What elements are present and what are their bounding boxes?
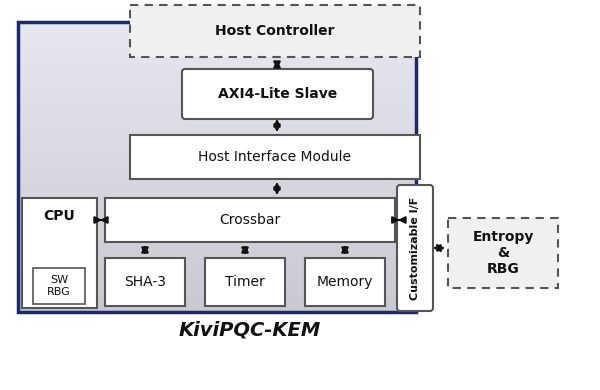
Text: SHA-3: SHA-3 (124, 275, 166, 289)
Text: Entropy
&
RBG: Entropy & RBG (472, 230, 533, 276)
Bar (18, 254, 416, 268)
Text: Timer: Timer (225, 275, 265, 289)
Text: KiviPQC-KEM: KiviPQC-KEM (179, 321, 321, 340)
Text: Crossbar: Crossbar (220, 213, 281, 227)
Bar (18, 22, 416, 37)
Text: Customizable I/F: Customizable I/F (410, 197, 420, 300)
Bar (18, 167, 416, 181)
Bar (22, 198, 97, 308)
Bar (18, 239, 416, 254)
Bar (305, 258, 385, 306)
Bar (18, 22, 416, 312)
Bar (18, 196, 416, 211)
Bar (18, 109, 416, 124)
Bar (130, 135, 420, 179)
Bar (18, 211, 416, 225)
Bar (18, 298, 416, 312)
Bar (18, 181, 416, 196)
Bar (18, 94, 416, 109)
FancyBboxPatch shape (182, 69, 373, 119)
Bar (18, 66, 416, 80)
Bar (205, 258, 285, 306)
Bar (18, 268, 416, 283)
Text: Memory: Memory (317, 275, 373, 289)
Bar (18, 51, 416, 66)
Text: AXI4-Lite Slave: AXI4-Lite Slave (218, 87, 337, 101)
Text: CPU: CPU (44, 209, 76, 223)
Bar (18, 124, 416, 138)
Bar (18, 152, 416, 167)
Bar (448, 218, 558, 288)
Bar (33, 268, 85, 304)
Bar (130, 5, 420, 57)
Bar (105, 258, 185, 306)
Bar (18, 225, 416, 239)
Text: SW
RBG: SW RBG (47, 275, 71, 297)
Text: Host Controller: Host Controller (215, 24, 335, 38)
Bar (105, 198, 395, 242)
Text: Host Interface Module: Host Interface Module (199, 150, 352, 164)
Bar (18, 283, 416, 298)
Bar (18, 80, 416, 94)
Bar (18, 37, 416, 51)
FancyBboxPatch shape (397, 185, 433, 311)
Bar (18, 138, 416, 152)
